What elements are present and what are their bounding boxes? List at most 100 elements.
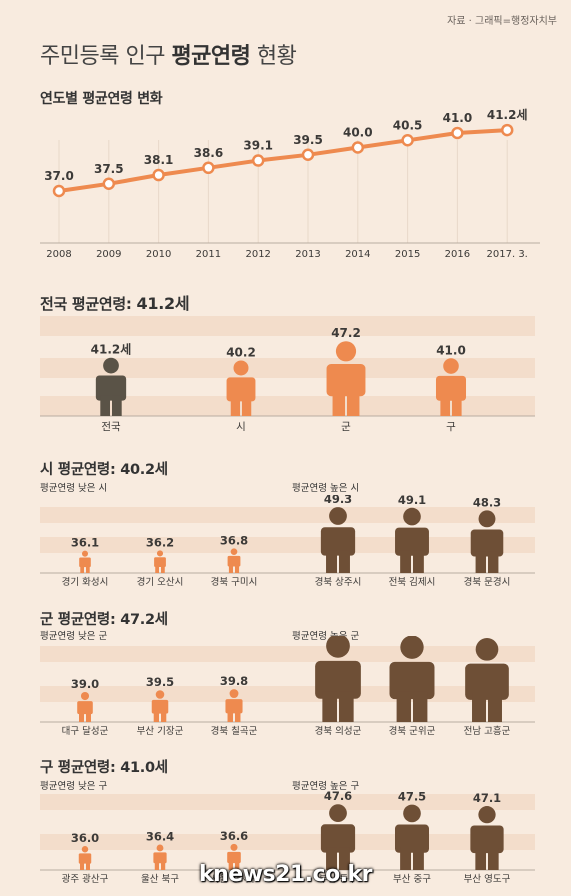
bands: [40, 794, 535, 871]
person-head: [478, 806, 496, 824]
person-leg: [100, 395, 110, 416]
value-label: 49.3: [324, 495, 352, 506]
data-label: 41.0: [443, 111, 473, 125]
person-body: [227, 555, 241, 567]
si-title-value: 40.2세: [120, 462, 168, 478]
person-figure: [326, 341, 366, 416]
person-figure: [151, 690, 169, 722]
line-chart: 37.0 37.5 38.1 38.6 39.1 39.5 40.0 40.5 41.0 41.2…: [40, 107, 540, 260]
person-body: [227, 851, 241, 864]
category-label: 군: [341, 421, 351, 433]
person-head: [230, 843, 238, 851]
person-head: [81, 550, 89, 557]
person-figure: [78, 846, 92, 870]
gu-low-label: 평균연령 낮은 구: [40, 781, 108, 792]
national-title-prefix: 전국 평균연령:: [40, 295, 137, 313]
data-point: [102, 177, 116, 190]
person-leg: [161, 861, 166, 870]
gun-title-prefix: 군 평균연령:: [40, 612, 121, 628]
person-body: [320, 824, 356, 853]
value-label: 47.2: [331, 326, 361, 340]
person-figure: [470, 806, 504, 870]
person-head: [475, 638, 499, 661]
person-leg: [396, 691, 411, 722]
person-body: [315, 660, 361, 699]
series-line: [57, 128, 510, 193]
person-leg: [488, 551, 499, 573]
person-body: [77, 701, 93, 715]
gun-low-label: 평균연령 낮은 군: [40, 631, 108, 642]
data-point: [152, 168, 165, 182]
figures: 36.1 경기 화성시 36.2 경기 오산시 36.8 경북 구미시 49.3 경북 상주시…: [62, 495, 511, 588]
person-leg: [339, 691, 354, 722]
person-leg: [228, 564, 233, 573]
value-label: 41.2세: [91, 342, 132, 357]
value-label: 49.1: [398, 495, 426, 507]
gu-high-label: 평균연령 높은 구: [292, 781, 360, 792]
person-figure: [465, 638, 509, 722]
data-point: [251, 154, 265, 167]
person-leg: [339, 847, 350, 870]
x-tick-label: 2008: [46, 249, 71, 260]
value-label: 36.6: [220, 829, 248, 843]
si-title-prefix: 시 평균연령:: [40, 462, 121, 478]
person-leg: [339, 550, 350, 573]
person-leg: [242, 396, 252, 416]
person-head: [403, 507, 421, 526]
category-label: 부산 동구: [319, 874, 357, 885]
data-point: [351, 141, 365, 154]
person-head: [103, 357, 119, 374]
person-leg: [230, 396, 240, 416]
value-label: 48.3: [473, 495, 501, 509]
person-leg: [332, 390, 345, 416]
figures: 36.0 광주 광산구 36.4 울산 북구 36.6 서울 강서구 47.6 부산 동구 47…: [62, 789, 511, 885]
person-leg: [227, 710, 233, 722]
person-leg: [161, 565, 165, 573]
person-leg: [86, 711, 91, 722]
person-leg: [440, 395, 450, 416]
background-band: [40, 316, 535, 336]
background-band: [40, 396, 535, 416]
person-head: [229, 689, 239, 698]
value-label: 41.0: [436, 343, 466, 357]
person-leg: [400, 847, 411, 870]
si-section-title: 시 평균연령: 40.2세: [40, 458, 168, 479]
x-tick-label: 2010: [146, 249, 171, 260]
x-tick-label: 2016: [445, 249, 470, 260]
person-leg: [153, 710, 159, 722]
person-leg: [413, 847, 424, 870]
background-band: [40, 358, 535, 378]
gu-chart: 36.0 광주 광산구 36.4 울산 북구 36.6 서울 강서구 47.6 부산 동구 47…: [40, 789, 535, 885]
person-leg: [452, 395, 462, 416]
person-head: [81, 846, 89, 853]
person-leg: [79, 711, 84, 722]
x-tick-label: 2015: [395, 249, 420, 260]
person-body: [226, 377, 256, 402]
source-credit: 자료 · 그래픽=행정자치부: [447, 16, 557, 27]
background-band: [40, 686, 535, 702]
gun-title-value: 47.2세: [120, 612, 168, 628]
value-label: 39.0: [71, 677, 99, 691]
category-label: 경기 화성시: [62, 576, 109, 588]
person-figure: [153, 844, 167, 870]
gu-title-prefix: 구 평균연령:: [40, 760, 121, 776]
data-label: 37.0: [44, 169, 74, 183]
person-head: [230, 548, 238, 556]
person-leg: [326, 550, 337, 573]
category-label: 경북 문경시: [464, 576, 511, 588]
category-label: 경북 의성군: [315, 725, 362, 737]
person-head: [478, 510, 496, 528]
x-tick-label: 2009: [96, 249, 121, 260]
category-label: 울산 북구: [141, 874, 179, 885]
person-head: [443, 358, 459, 374]
gu-section-title: 구 평균연령: 41.0세: [40, 756, 168, 777]
person-leg: [161, 710, 167, 722]
data-point: [52, 184, 66, 198]
person-figure: [394, 804, 430, 870]
category-label: 경북 구미시: [211, 576, 258, 588]
data-point: [451, 126, 464, 140]
gun-section-title: 군 평균연령: 47.2세: [40, 608, 168, 629]
data-point: [301, 148, 315, 161]
